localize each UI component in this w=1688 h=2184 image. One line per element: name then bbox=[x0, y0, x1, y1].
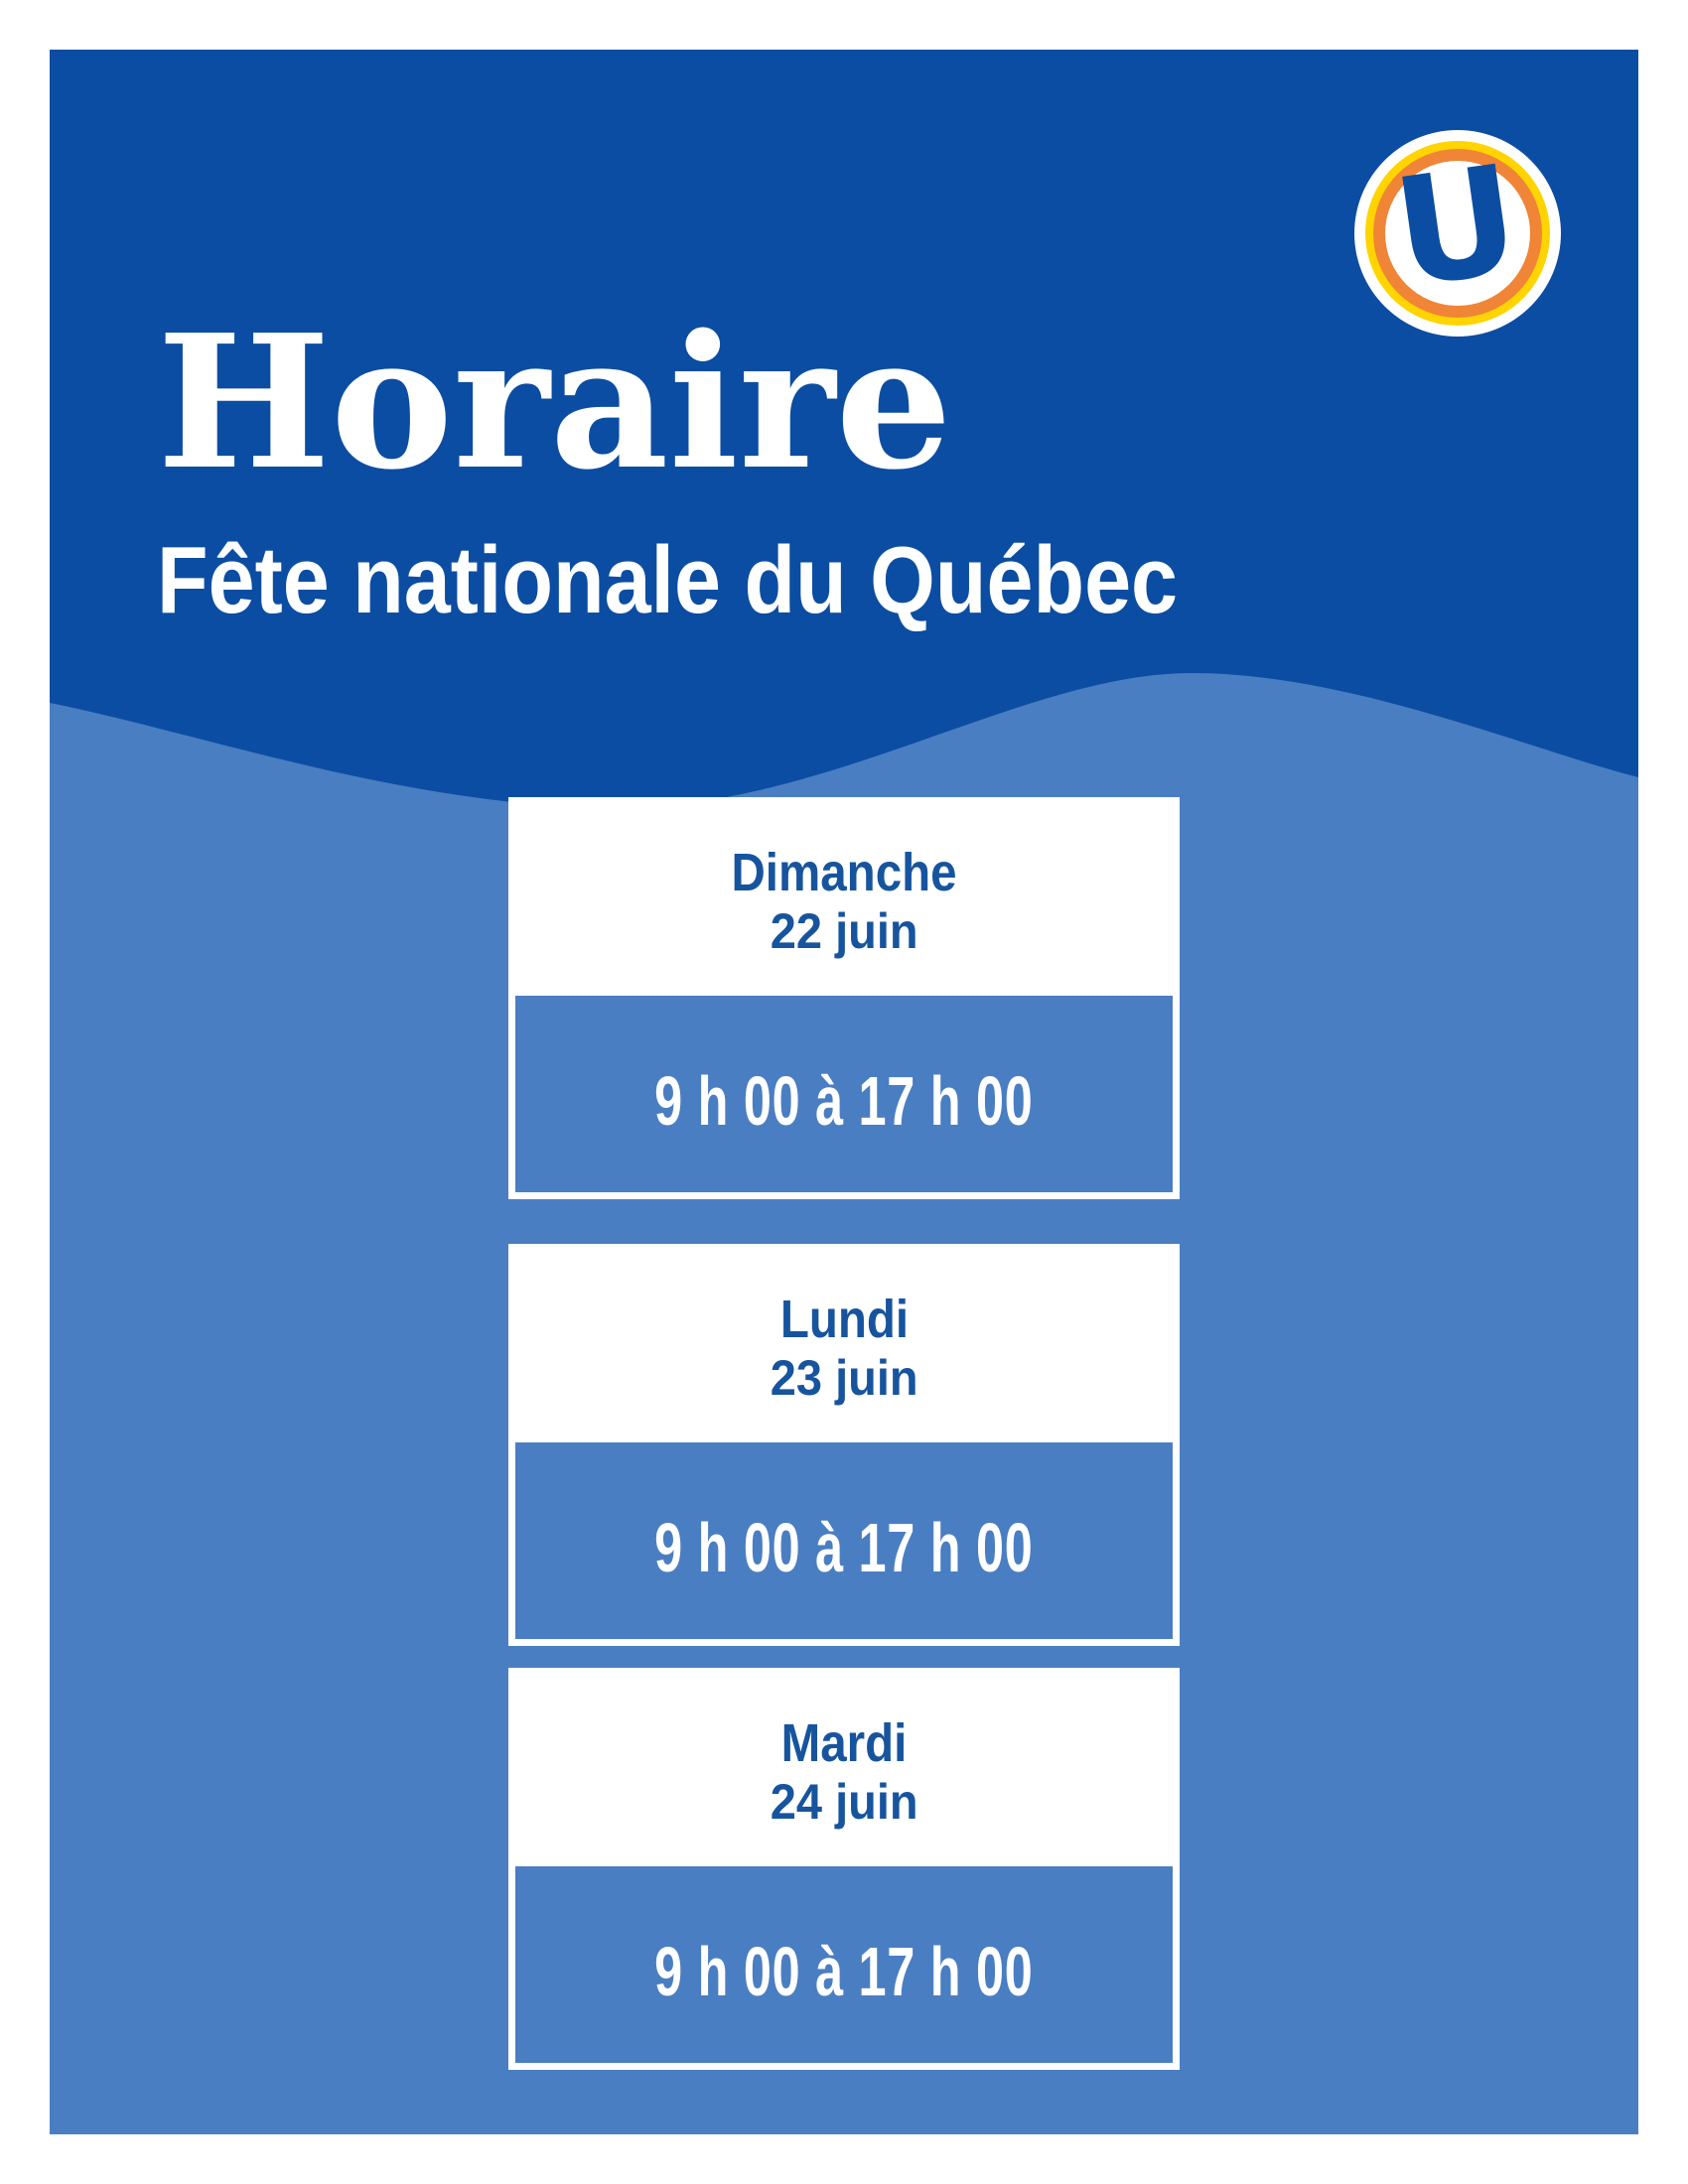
day-section: Dimanche 22 juin bbox=[508, 797, 1180, 996]
page-subtitle: Fête nationale du Québec bbox=[157, 533, 1317, 628]
logo-orange-ring: U bbox=[1373, 133, 1542, 322]
header-wave-shape bbox=[50, 50, 1638, 809]
logo-yellow-ring: U bbox=[1365, 133, 1550, 326]
page-title: Horaire bbox=[157, 294, 952, 510]
schedule-card-dimanche: Dimanche 22 juin 9 h 00 à 17 h 00 bbox=[508, 797, 1180, 1199]
logo-letter: U bbox=[1384, 133, 1529, 322]
logo-white-disc: U bbox=[1385, 133, 1530, 322]
date-label: 22 juin bbox=[770, 903, 918, 960]
schedule-card-mardi: Mardi 24 juin 9 h 00 à 17 h 00 bbox=[508, 1668, 1180, 2070]
hours-label: 9 h 00 à 17 h 00 bbox=[654, 1509, 1034, 1586]
day-section: Lundi 23 juin bbox=[508, 1244, 1180, 1442]
schedule-card-lundi: Lundi 23 juin 9 h 00 à 17 h 00 bbox=[508, 1244, 1180, 1646]
day-label: Mardi bbox=[780, 1712, 908, 1773]
date-label: 24 juin bbox=[770, 1774, 918, 1831]
day-section: Mardi 24 juin bbox=[508, 1668, 1180, 1866]
day-label: Dimanche bbox=[731, 842, 957, 902]
uniprix-logo-icon: U bbox=[1354, 130, 1561, 337]
page-subtitle-text: Fête nationale du Québec bbox=[157, 527, 1179, 633]
date-label: 23 juin bbox=[770, 1350, 918, 1407]
hours-box: 9 h 00 à 17 h 00 bbox=[515, 996, 1173, 1192]
day-label: Lundi bbox=[779, 1289, 909, 1349]
hours-label: 9 h 00 à 17 h 00 bbox=[654, 1062, 1034, 1140]
hours-label: 9 h 00 à 17 h 00 bbox=[654, 1933, 1034, 2010]
hours-box: 9 h 00 à 17 h 00 bbox=[515, 1442, 1173, 1639]
hours-box: 9 h 00 à 17 h 00 bbox=[515, 1866, 1173, 2063]
poster-panel: Horaire Fête nationale du Québec U Diman… bbox=[50, 50, 1638, 2134]
